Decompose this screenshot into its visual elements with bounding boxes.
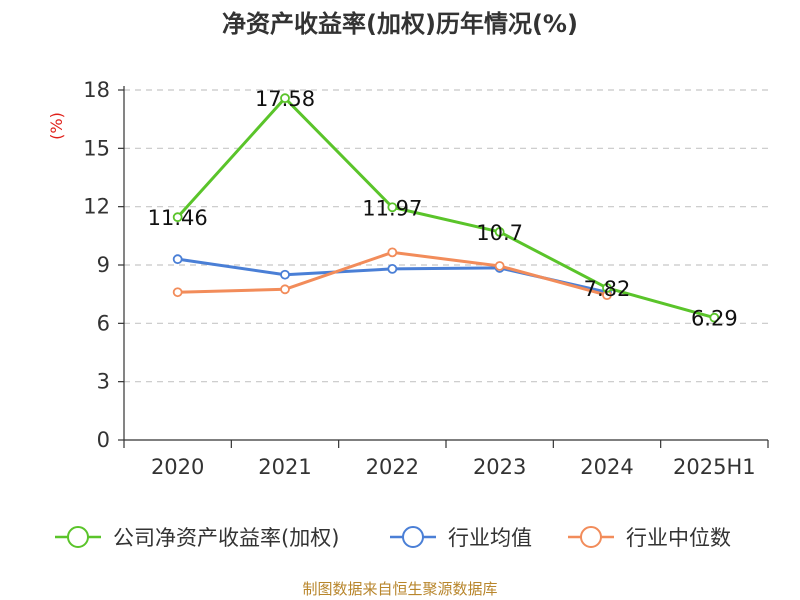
legend-label: 行业中位数 [626, 526, 731, 550]
legend-label: 行业均值 [448, 526, 532, 550]
data-point[interactable] [172, 287, 183, 298]
data-label: 11.97 [362, 196, 422, 220]
legend-item[interactable]: 行业均值 [390, 526, 532, 550]
x-tick-label: 2024 [580, 455, 633, 479]
y-tick-label: 18 [83, 78, 110, 102]
data-labels: 11.46 17.58 11.97 10.7 7.82 6.29 [148, 87, 738, 331]
y-axis-label: (%) [47, 112, 66, 140]
data-label: 17.58 [255, 87, 315, 111]
source-note: 制图数据来自恒生聚源数据库 [302, 580, 497, 598]
data-label: 7.82 [584, 277, 631, 301]
legend-item[interactable]: 行业中位数 [568, 526, 731, 550]
data-point[interactable] [172, 254, 183, 265]
y-tick-label: 15 [83, 136, 110, 160]
data-point[interactable] [602, 283, 612, 293]
data-point[interactable] [280, 269, 290, 280]
y-tick-label: 9 [97, 253, 110, 277]
y-tick-label: 0 [97, 428, 110, 452]
legend-circle-icon [580, 526, 602, 548]
x-tick-label: 2025H1 [673, 455, 756, 479]
series-group [172, 93, 720, 323]
legend-circle-icon [67, 526, 89, 548]
data-point[interactable] [280, 284, 290, 295]
legend[interactable]: 公司净资产收益率(加权) 行业均值 行业中位数 [55, 526, 731, 550]
series-line [176, 96, 715, 320]
data-label: 11.46 [148, 206, 208, 230]
axes: 0 3 6 9 12 15 18 2020 2021 2022 2023 2024 2025H1 [83, 78, 769, 479]
gridlines [124, 89, 768, 383]
data-label: 6.29 [691, 307, 738, 331]
y-tick-label: 3 [97, 370, 110, 394]
data-point[interactable] [494, 227, 505, 237]
y-tick-label: 12 [83, 195, 110, 219]
data-point[interactable] [387, 247, 398, 258]
y-tick-label: 6 [97, 311, 110, 335]
chart-title: 净资产收益率(加权)历年情况(%) [222, 10, 578, 38]
data-point[interactable] [709, 312, 720, 323]
legend-item[interactable]: 公司净资产收益率(加权) [55, 526, 339, 550]
data-point[interactable] [387, 263, 398, 274]
data-point[interactable] [172, 212, 183, 223]
legend-label: 公司净资产收益率(加权) [113, 526, 339, 550]
x-tick-label: 2023 [473, 455, 526, 479]
data-point[interactable] [387, 202, 398, 213]
legend-circle-icon [402, 526, 424, 548]
x-tick-label: 2021 [258, 455, 311, 479]
x-tick-label: 2020 [151, 455, 204, 479]
data-label: 10.7 [476, 221, 523, 245]
x-tick-label: 2022 [366, 455, 419, 479]
data-point[interactable] [494, 261, 505, 271]
data-point[interactable] [280, 93, 290, 104]
